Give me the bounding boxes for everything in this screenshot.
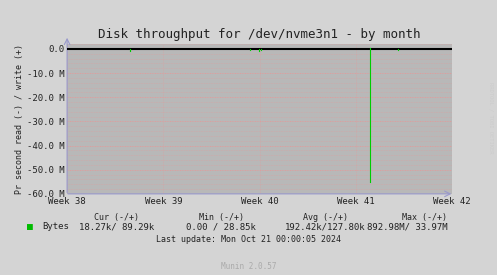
Text: Munin 2.0.57: Munin 2.0.57 [221,262,276,271]
Text: Last update: Mon Oct 21 00:00:05 2024: Last update: Mon Oct 21 00:00:05 2024 [156,235,341,244]
Text: 0.00 / 28.85k: 0.00 / 28.85k [186,222,256,231]
Text: Avg (-/+): Avg (-/+) [303,213,348,222]
Text: 892.98M/ 33.97M: 892.98M/ 33.97M [367,222,447,231]
Text: Cur (-/+): Cur (-/+) [94,213,139,222]
Text: ■: ■ [27,222,33,232]
Title: Disk throughput for /dev/nvme3n1 - by month: Disk throughput for /dev/nvme3n1 - by mo… [98,28,421,42]
Text: Min (-/+): Min (-/+) [199,213,244,222]
Text: 18.27k/ 89.29k: 18.27k/ 89.29k [79,222,155,231]
Text: Max (-/+): Max (-/+) [402,213,447,222]
Text: Bytes: Bytes [42,222,69,231]
Y-axis label: Pr second read (-) / write (+): Pr second read (-) / write (+) [15,44,24,194]
Text: RRDTOOL / TOBI OETIKER: RRDTOOL / TOBI OETIKER [489,82,494,154]
Text: 192.42k/127.80k: 192.42k/127.80k [285,222,366,231]
